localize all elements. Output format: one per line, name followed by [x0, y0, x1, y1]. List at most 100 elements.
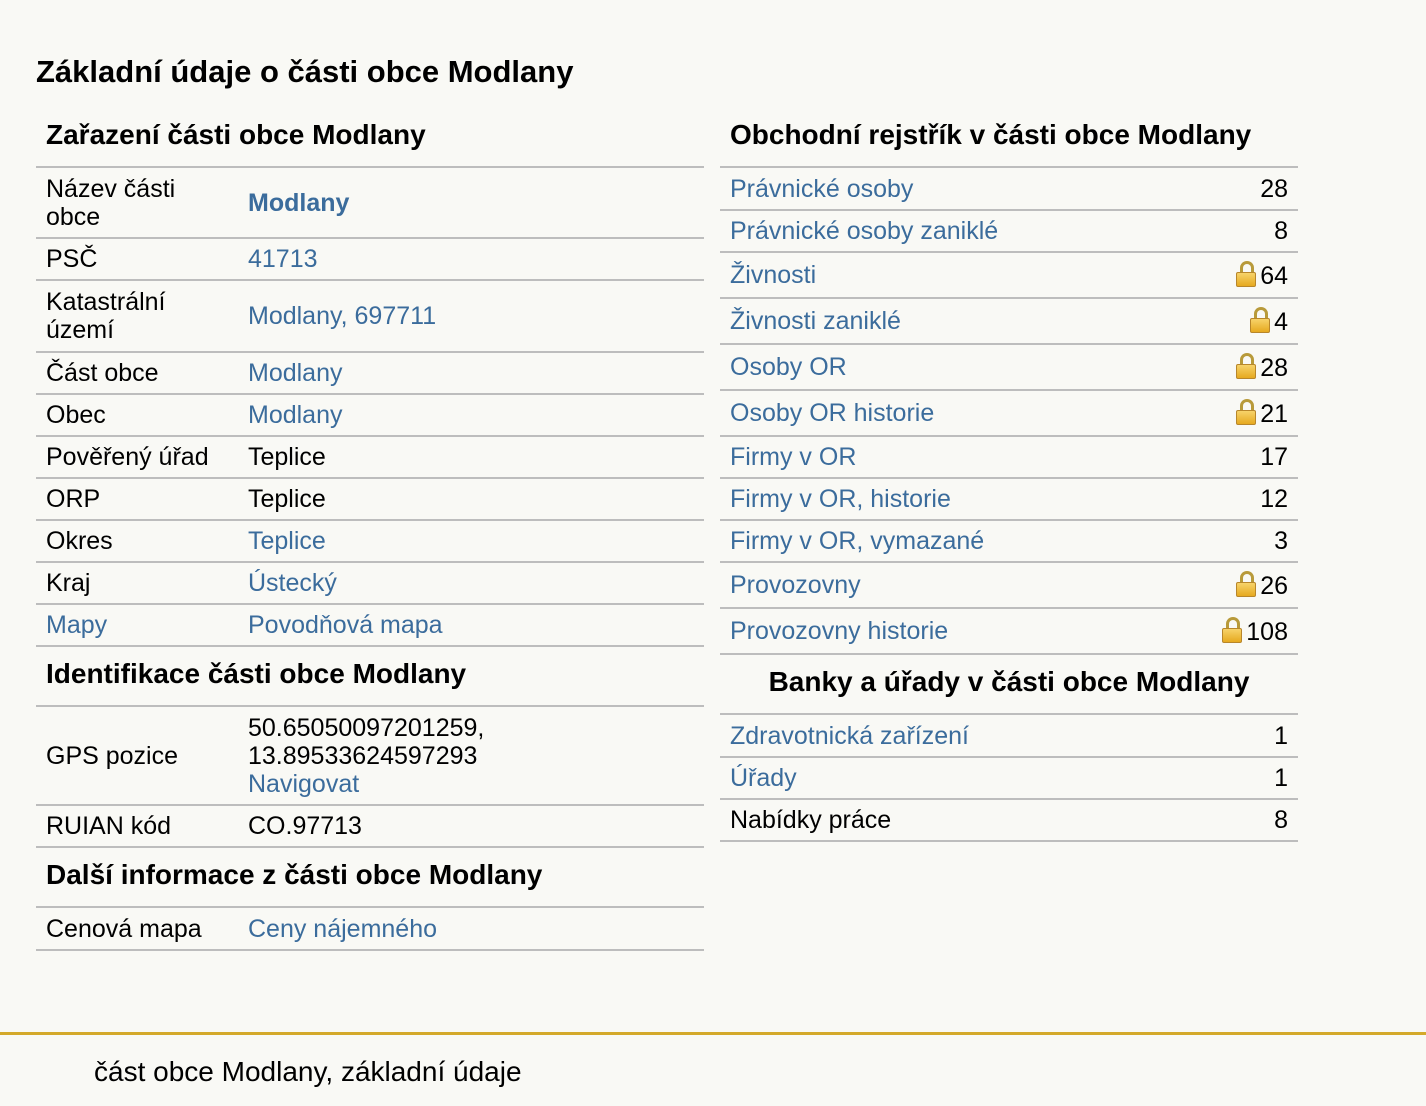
row-label: Cenová mapa: [36, 908, 238, 951]
provozovny-historie-link[interactable]: Provozovny historie: [730, 617, 949, 645]
table-row: GPS pozice 50.65050097201259, 13.8953362…: [36, 707, 704, 806]
row-value: Teplice: [238, 436, 704, 479]
table-row: RUIAN kód CO.97713: [36, 805, 704, 848]
identifikace-table: GPS pozice 50.65050097201259, 13.8953362…: [36, 707, 704, 848]
table-row: PSČ 41713: [36, 238, 704, 281]
zarazeni-table: Název části obce Modlany PSČ 41713 Katas…: [36, 168, 704, 647]
row-label: Okres: [36, 520, 238, 563]
lock-icon: [1236, 570, 1257, 597]
lock-icon: [1222, 616, 1243, 643]
table-row: Osoby OR historie 21: [720, 390, 1298, 437]
rejstrik-title: Obchodní rejstřík v části obce Modlany: [720, 110, 1298, 168]
row-count: 21: [1260, 399, 1288, 428]
row-count: 17: [1165, 436, 1298, 479]
lock-icon: [1236, 352, 1257, 379]
row-count: 1: [1231, 757, 1298, 800]
row-label: PSČ: [36, 238, 238, 281]
gps-latitude: 50.65050097201259,: [248, 713, 485, 742]
table-row: Mapy Povodňová mapa: [36, 604, 704, 647]
provozovny-link[interactable]: Provozovny: [730, 571, 861, 599]
psc-link[interactable]: 41713: [248, 245, 318, 273]
pravnicke-osoby-link[interactable]: Právnické osoby: [730, 174, 914, 203]
osoby-or-link[interactable]: Osoby OR: [730, 353, 847, 381]
lock-icon: [1236, 260, 1257, 287]
row-count: 8: [1231, 799, 1298, 842]
zivnosti-link[interactable]: Živnosti: [730, 261, 817, 289]
mapy-link[interactable]: Mapy: [46, 611, 108, 639]
pravnicke-osoby-zanikle-link[interactable]: Právnické osoby zaniklé: [730, 217, 999, 245]
table-row: Živnosti zaniklé 4: [720, 298, 1298, 345]
table-row: ORP Teplice: [36, 478, 704, 521]
table-row: Pověřený úřad Teplice: [36, 436, 704, 479]
firmy-v-or-vymazane-link[interactable]: Firmy v OR, vymazané: [730, 527, 985, 555]
osoby-or-historie-link[interactable]: Osoby OR historie: [730, 399, 935, 427]
table-row: Provozovny historie 108: [720, 608, 1298, 655]
urady-link[interactable]: Úřady: [730, 764, 797, 792]
row-count: 8: [1165, 210, 1298, 253]
rejstrik-table: Právnické osoby 28 Právnické osoby zanik…: [720, 168, 1298, 655]
zdravotnicka-zarizeni-link[interactable]: Zdravotnická zařízení: [730, 721, 969, 750]
obec-link[interactable]: Modlany: [248, 401, 343, 429]
left-column: Zařazení části obce Modlany Název části …: [36, 110, 704, 951]
nazev-casti-obce-link[interactable]: Modlany: [248, 188, 350, 217]
table-row: Katastrální území Modlany, 697711: [36, 280, 704, 353]
row-count: 28: [1165, 168, 1298, 211]
table-row: Nabídky práce 8: [720, 799, 1298, 842]
row-count: 28: [1260, 353, 1288, 382]
ruian-value: CO.97713: [238, 805, 704, 848]
row-count: 12: [1165, 478, 1298, 521]
row-count: 1: [1231, 715, 1298, 758]
firmy-v-or-historie-link[interactable]: Firmy v OR, historie: [730, 485, 951, 513]
row-label: Nabídky práce: [720, 799, 1232, 842]
dalsi-table: Cenová mapa Ceny nájemného: [36, 908, 704, 951]
cast-obce-link[interactable]: Modlany: [248, 359, 343, 387]
firmy-v-or-link[interactable]: Firmy v OR: [730, 443, 857, 471]
row-value: Teplice: [238, 478, 704, 521]
navigovat-link[interactable]: Navigovat: [248, 769, 360, 798]
gps-longitude: 13.89533624597293: [248, 741, 478, 770]
table-row: Okres Teplice: [36, 520, 704, 563]
lock-icon: [1236, 398, 1257, 425]
row-label: ORP: [36, 478, 238, 521]
row-count: 108: [1246, 617, 1288, 646]
ceny-najemneho-link[interactable]: Ceny nájemného: [248, 914, 438, 943]
row-label: Obec: [36, 394, 238, 437]
table-row: Právnické osoby 28: [720, 168, 1298, 211]
katastralni-uzemi-link[interactable]: Modlany, 697711: [248, 302, 437, 330]
povodnova-mapa-link[interactable]: Povodňová mapa: [248, 611, 443, 639]
row-count: 26: [1260, 571, 1288, 600]
row-label: Pověřený úřad: [36, 436, 238, 479]
footer-divider: [0, 1032, 1426, 1035]
table-row: Firmy v OR, historie 12: [720, 478, 1298, 521]
row-count: 64: [1260, 261, 1288, 290]
row-count: 4: [1274, 307, 1288, 336]
table-row: Část obce Modlany: [36, 352, 704, 395]
page-title: Základní údaje o části obce Modlany: [36, 54, 574, 89]
row-count: 3: [1165, 520, 1298, 563]
right-column: Obchodní rejstřík v části obce Modlany P…: [720, 110, 1298, 842]
table-row: Zdravotnická zařízení 1: [720, 715, 1298, 758]
footer-text: část obce Modlany, základní údaje: [94, 1056, 522, 1087]
table-row: Firmy v OR, vymazané 3: [720, 520, 1298, 563]
banky-title: Banky a úřady v části obce Modlany: [720, 655, 1298, 715]
table-row: Název části obce Modlany: [36, 168, 704, 239]
row-label: GPS pozice: [36, 707, 238, 806]
table-row: Firmy v OR 17: [720, 436, 1298, 479]
row-label: Název části obce: [36, 168, 238, 239]
table-row: Provozovny 26: [720, 562, 1298, 609]
zivnosti-zanikle-link[interactable]: Živnosti zaniklé: [730, 307, 901, 335]
table-row: Obec Modlany: [36, 394, 704, 437]
table-row: Právnické osoby zaniklé 8: [720, 210, 1298, 253]
row-label: Část obce: [36, 352, 238, 395]
table-row: Úřady 1: [720, 757, 1298, 800]
lock-icon: [1250, 306, 1271, 333]
row-label: Kraj: [36, 562, 238, 605]
banky-table: Zdravotnická zařízení 1 Úřady 1 Nabídky …: [720, 715, 1298, 842]
okres-link[interactable]: Teplice: [248, 527, 326, 555]
dalsi-title: Další informace z části obce Modlany: [36, 848, 704, 908]
kraj-link[interactable]: Ústecký: [248, 569, 337, 597]
table-row: Cenová mapa Ceny nájemného: [36, 908, 704, 951]
row-label: Katastrální území: [36, 280, 238, 353]
table-row: Kraj Ústecký: [36, 562, 704, 605]
table-row: Osoby OR 28: [720, 344, 1298, 391]
